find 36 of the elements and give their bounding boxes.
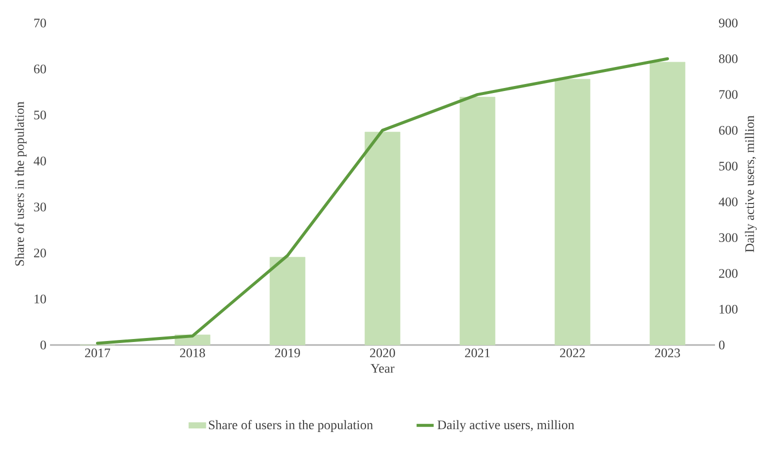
x-tick-label: 2023 bbox=[655, 348, 680, 358]
y-tick-label: 60 bbox=[34, 64, 46, 74]
bar bbox=[364, 132, 400, 346]
x-tick-label: 2021 bbox=[465, 348, 490, 358]
x-tick-label: 2022 bbox=[560, 348, 585, 358]
y-tick-label: 40 bbox=[34, 156, 46, 166]
y2-tick-label: 300 bbox=[719, 233, 738, 242]
y2-tick-label: 700 bbox=[719, 90, 738, 99]
y-tick-label: 50 bbox=[34, 110, 46, 120]
x-tick-label: 2017 bbox=[85, 348, 110, 358]
y2-tick-label: 400 bbox=[718, 198, 738, 206]
x-tick-label: 2019 bbox=[275, 348, 300, 358]
x-axis-title: Year bbox=[370, 364, 394, 373]
x-tick-label: 2020 bbox=[370, 348, 396, 358]
y2-tick-label: 100 bbox=[720, 304, 738, 314]
line-series bbox=[96, 57, 669, 345]
bar bbox=[554, 78, 590, 346]
bar bbox=[460, 96, 496, 346]
y2-tick-label: 0 bbox=[719, 340, 725, 350]
legend-label: Daily active users, million bbox=[438, 420, 574, 432]
y-tick-label: 0 bbox=[40, 340, 46, 350]
y2-tick-label: 900 bbox=[718, 18, 738, 28]
y2-axis-title: Daily active users, million bbox=[744, 116, 757, 252]
y2-tick-label: 200 bbox=[719, 269, 738, 278]
legend-label: Share of users in the population bbox=[208, 420, 373, 432]
bar bbox=[650, 62, 686, 346]
y-tick-label: 10 bbox=[34, 294, 46, 304]
y2-tick-label: 600 bbox=[719, 126, 738, 135]
y-tick-label: 70 bbox=[34, 18, 46, 28]
y2-tick-label: 800 bbox=[719, 54, 738, 64]
x-tick-label: 2018 bbox=[180, 348, 206, 358]
y-tick-label: 30 bbox=[34, 202, 46, 212]
y-tick-label: 20 bbox=[34, 248, 46, 258]
y2-tick-label: 500 bbox=[719, 162, 738, 170]
y-axis-title: Share of users in the population bbox=[14, 102, 27, 266]
bar bbox=[270, 256, 306, 346]
